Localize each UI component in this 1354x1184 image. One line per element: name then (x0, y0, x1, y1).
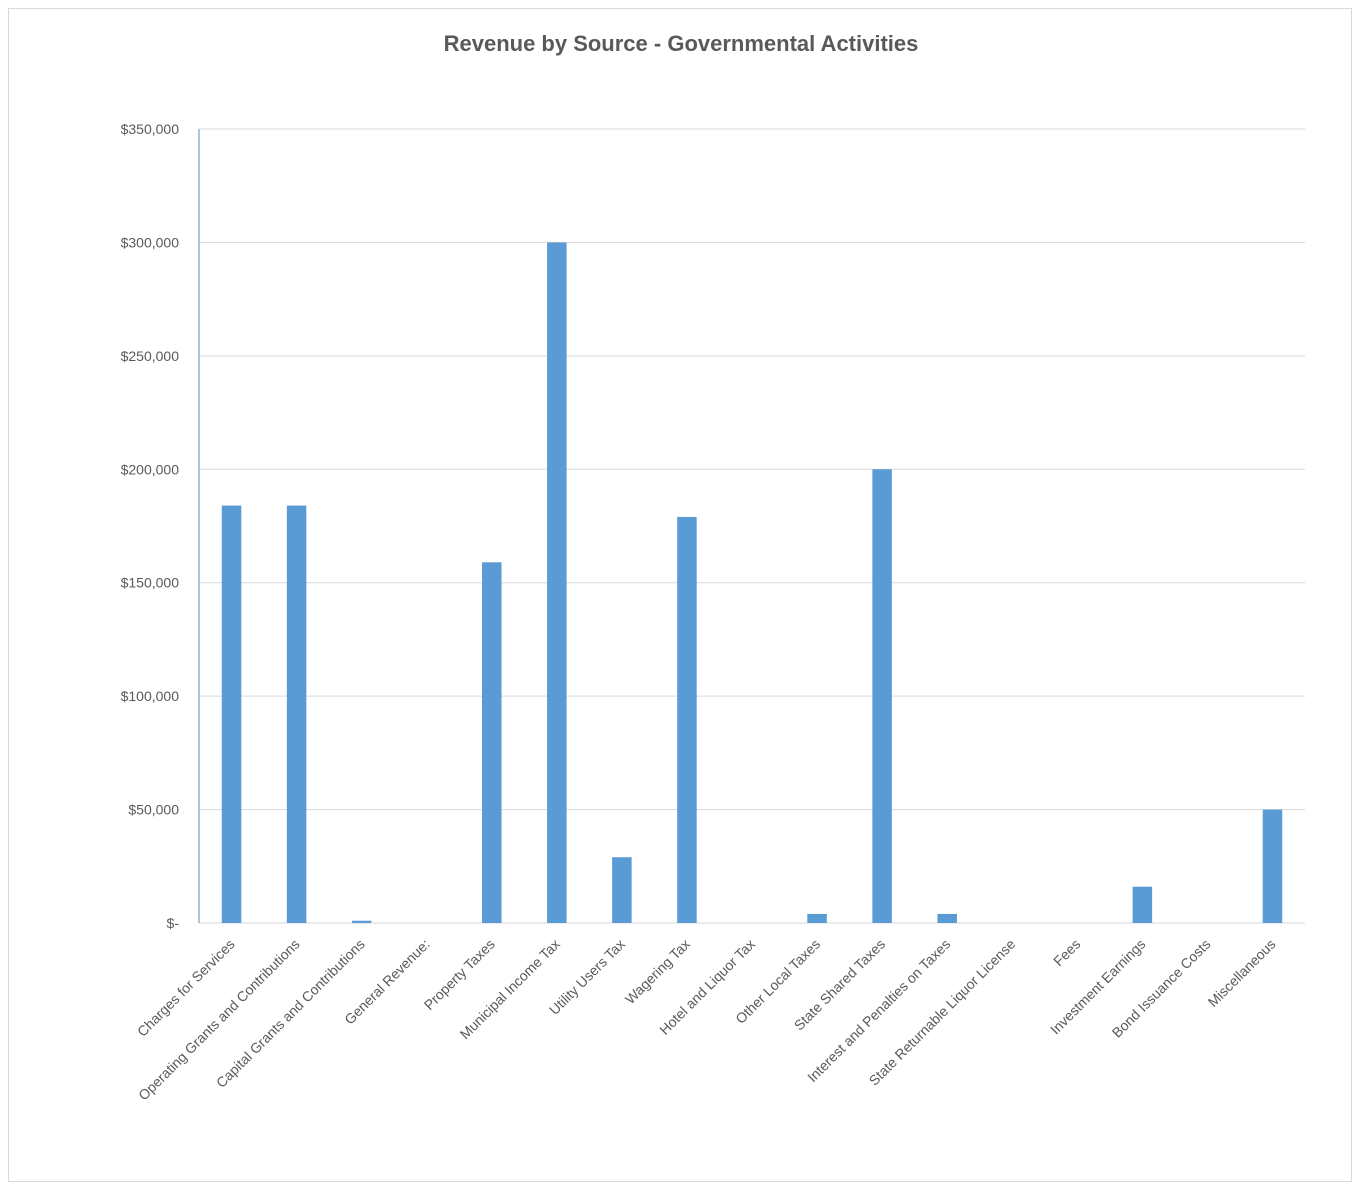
y-tick-label: $300,000 (121, 234, 180, 250)
y-tick-label: $200,000 (121, 461, 180, 477)
bar (872, 469, 892, 923)
x-tick-label: Wagering Tax (622, 936, 693, 1007)
bar (937, 913, 957, 923)
bar (1262, 809, 1283, 923)
x-tick-label: Interest and Penalties on Taxes (804, 936, 953, 1085)
bar (547, 242, 567, 923)
bars (221, 242, 1283, 923)
x-tick-label: Miscellaneous (1205, 936, 1279, 1010)
x-tick-label: Fees (1050, 936, 1083, 969)
bar (612, 857, 632, 923)
y-tick-label: $350,000 (121, 121, 180, 137)
bar (351, 920, 372, 923)
y-axis: $- $50,000 $100,000 $150,000 $200,000 $250,00… (121, 121, 200, 931)
bar (482, 562, 502, 923)
bar (1132, 886, 1153, 923)
y-tick-label: $50,000 (128, 802, 179, 818)
y-tick-label: $- (167, 915, 180, 931)
y-tick-label: $250,000 (121, 348, 180, 364)
bar (286, 505, 307, 923)
gridlines (199, 128, 1305, 924)
bar-chart: Revenue by Source - Governmental Activit… (121, 31, 1305, 1104)
bar (221, 505, 242, 923)
chart-frame: Revenue by Source - Governmental Activit… (8, 8, 1352, 1182)
chart-title: Revenue by Source - Governmental Activit… (444, 31, 919, 56)
bar (677, 516, 697, 923)
x-tick-label: State Returnable Liquor License (866, 936, 1019, 1089)
y-tick-label: $100,000 (121, 688, 180, 704)
bar (807, 913, 827, 923)
y-tick-label: $150,000 (121, 575, 180, 591)
